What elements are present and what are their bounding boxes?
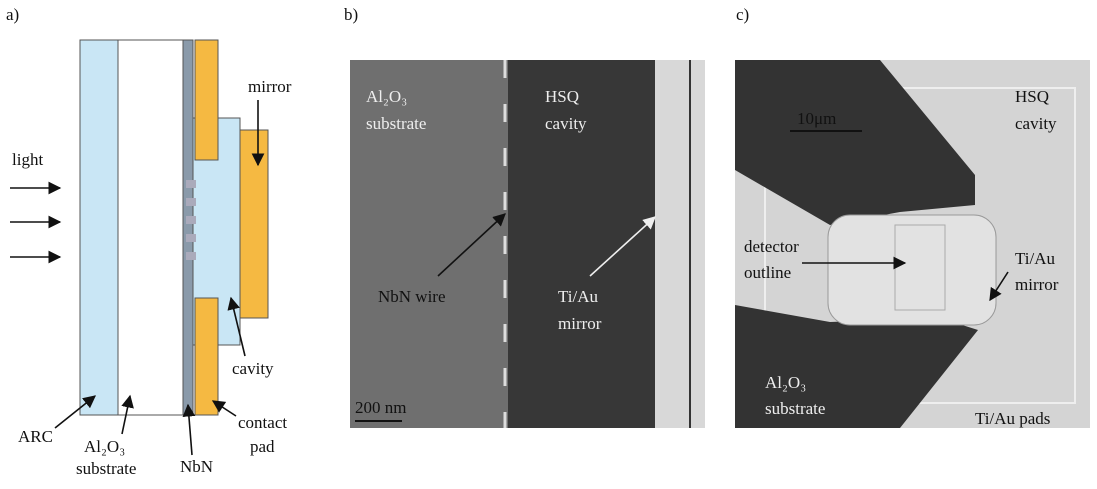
mirror-region [655, 60, 705, 428]
panel-a: a) light mirror cavity ARC Al₂O₃ substra… [6, 5, 292, 478]
pads-label: Ti/Au pads [975, 409, 1050, 428]
nbn-layer [183, 40, 193, 415]
scale-bar-label: 200 nm [355, 398, 406, 417]
contact-pad-bottom [195, 298, 218, 415]
substrate-label: substrate [76, 459, 136, 478]
cavity-label: cavity [232, 359, 274, 378]
mirror-layer [240, 130, 268, 318]
scale-bar-label: 10μm [797, 109, 836, 128]
mirror-label: Ti/Au [558, 287, 599, 306]
contact-pad-label: pad [250, 437, 275, 456]
detector-label: outline [744, 263, 791, 282]
substrate-label: Al₂O₃ [84, 437, 125, 456]
panel-label: a) [6, 5, 19, 24]
arc-label: ARC [18, 427, 53, 446]
panel-b: b) Al₂O₃ substrate HSQ cavity NbN wire T… [344, 5, 705, 428]
mirror-label: Ti/Au [1015, 249, 1056, 268]
arc-layer [80, 40, 118, 415]
cavity-label: cavity [545, 114, 587, 133]
substrate-label: substrate [765, 399, 825, 418]
detector-area [828, 215, 996, 325]
detector-label: detector [744, 237, 799, 256]
cavity-label: HSQ [1015, 87, 1049, 106]
figure: a) light mirror cavity ARC Al₂O₃ substra… [0, 0, 1097, 489]
substrate-label: substrate [366, 114, 426, 133]
mirror-label: mirror [558, 314, 602, 333]
mirror-label: mirror [1015, 275, 1059, 294]
wire-label: NbN wire [378, 287, 446, 306]
contact-pad-label: contact [238, 413, 287, 432]
substrate-label: Al₂O₃ [765, 373, 806, 392]
light-label: light [12, 150, 43, 169]
panel-c: c) 10μm HSQ cavity detector outline Ti/A… [735, 5, 1090, 428]
cavity-label: cavity [1015, 114, 1057, 133]
contact-pad-top [195, 40, 218, 160]
cavity-label: HSQ [545, 87, 579, 106]
substrate-label: Al₂O₃ [366, 87, 407, 106]
substrate-layer [118, 40, 183, 415]
panel-label: c) [736, 5, 749, 24]
panel-label: b) [344, 5, 358, 24]
nbn-label: NbN [180, 457, 213, 476]
mirror-label: mirror [248, 77, 292, 96]
